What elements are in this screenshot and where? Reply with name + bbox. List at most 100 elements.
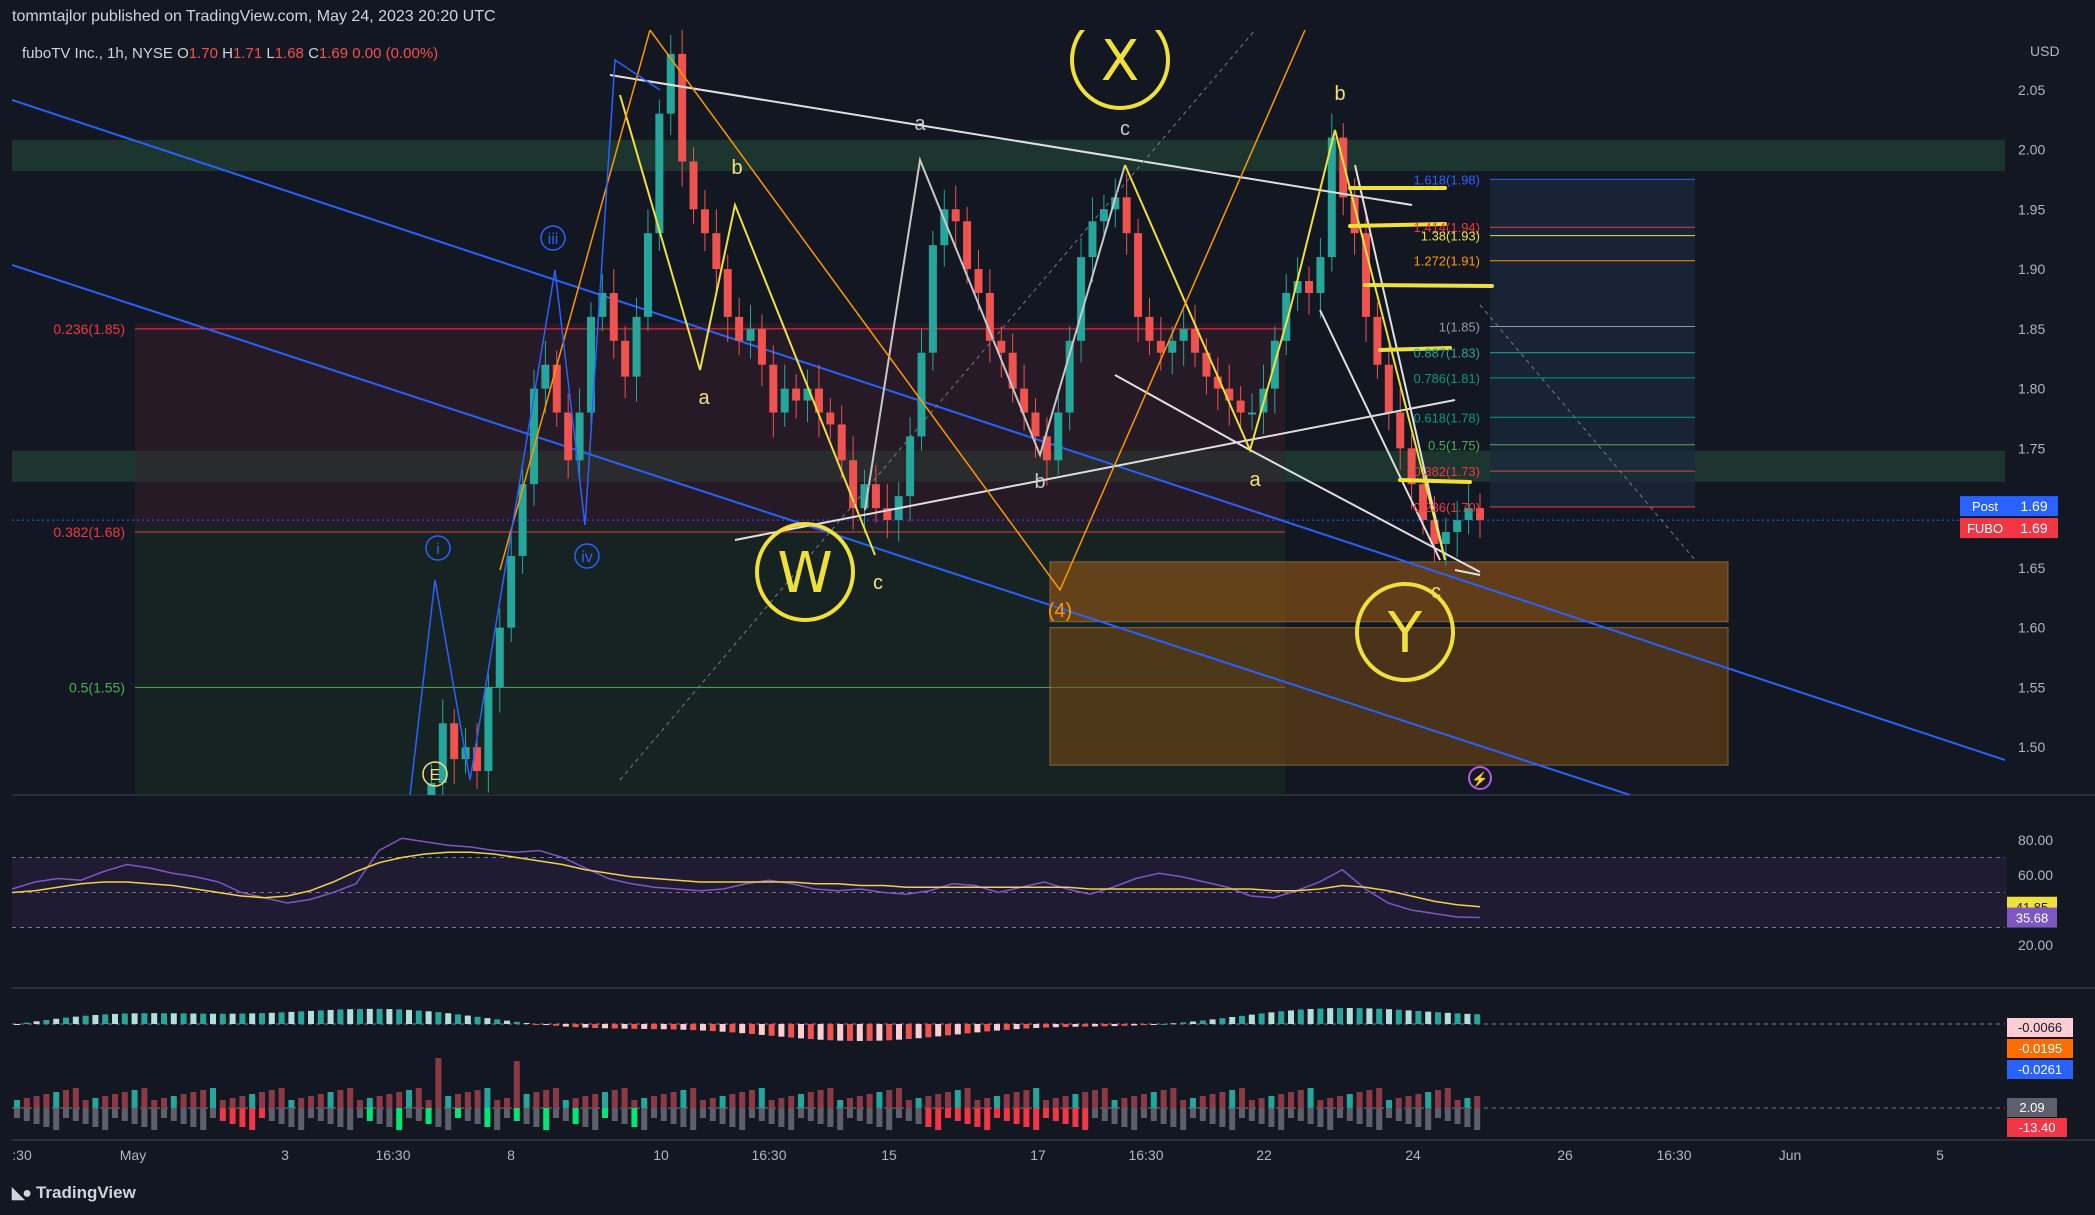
event-icon — [1468, 766, 1492, 790]
candle-body — [1396, 412, 1405, 449]
candle-body — [541, 364, 550, 389]
macd-bar — [523, 1022, 530, 1024]
vol-bar — [543, 1090, 550, 1108]
macd-bar — [337, 1009, 344, 1024]
vol-bar — [523, 1094, 530, 1108]
vol-bar — [1150, 1092, 1157, 1108]
vol-bar — [788, 1108, 795, 1130]
y-tick-label: 1.90 — [2018, 261, 2045, 277]
candle-body — [780, 388, 789, 413]
rsi-band — [12, 857, 2007, 928]
macd-bar — [807, 1024, 814, 1040]
vol-bar — [1327, 1098, 1334, 1108]
vol-bar — [82, 1108, 89, 1124]
vol-bar — [327, 1108, 334, 1124]
vol-bar — [1317, 1108, 1324, 1127]
vol-bar — [1062, 1108, 1069, 1124]
macd-bar — [1386, 1009, 1392, 1024]
vol-bar — [347, 1108, 354, 1130]
candle-body — [1293, 281, 1302, 293]
vol-bar — [641, 1108, 648, 1130]
handwritten-label: X — [1101, 29, 1139, 94]
vol-bar — [278, 1108, 285, 1124]
vol-bar — [827, 1088, 834, 1108]
footer-bar — [0, 1178, 2095, 1215]
macd-bar — [1278, 1011, 1285, 1024]
y-tick-label: 2.05 — [2018, 82, 2045, 98]
vol-bar — [1425, 1092, 1432, 1108]
vol-bar — [308, 1108, 314, 1118]
candle-body — [643, 233, 652, 317]
candle-body — [552, 364, 561, 413]
macd-bar — [798, 1024, 804, 1039]
x-tick-label: :30 — [12, 1147, 32, 1163]
y-tick-label: 1.95 — [2018, 201, 2045, 217]
candle-body — [1407, 448, 1416, 485]
candle-body — [1476, 508, 1484, 521]
vol-bar — [1023, 1090, 1030, 1108]
vol-bar — [690, 1088, 697, 1108]
vol-bar — [435, 1108, 442, 1127]
macd-bar — [1170, 1023, 1177, 1025]
resistance-zone — [12, 139, 2005, 172]
trend-line — [1454, 569, 1481, 576]
vol-bar — [856, 1096, 863, 1108]
vol-bar — [1288, 1108, 1294, 1118]
vol-bar — [151, 1108, 158, 1130]
candle-body — [1453, 520, 1462, 533]
vol-bar — [151, 1100, 158, 1108]
macd-bar — [141, 1013, 148, 1024]
fib-level-label: 0.618(1.78) — [1414, 410, 1481, 425]
currency-label: USD — [2030, 43, 2060, 59]
candle-body — [940, 209, 949, 246]
macd-bar — [1043, 1024, 1049, 1028]
macd-bar — [866, 1024, 873, 1041]
vol-bar — [259, 1092, 265, 1108]
candle-body — [1305, 281, 1314, 293]
macd-bar — [1356, 1008, 1363, 1024]
macd-bar — [896, 1024, 902, 1040]
vol-bar — [455, 1108, 461, 1118]
vol-bar — [1297, 1090, 1304, 1108]
ticker-badge — [2010, 518, 2058, 539]
vol-bar — [425, 1108, 432, 1124]
vol-bar — [1317, 1100, 1324, 1108]
macd-bar — [298, 1011, 305, 1024]
macd-bar — [425, 1011, 432, 1024]
macd-bar — [817, 1024, 824, 1040]
vol-bar — [415, 1108, 422, 1121]
vol-bar — [1033, 1108, 1040, 1130]
macd-bar — [1248, 1014, 1255, 1024]
vol-bar — [768, 1100, 775, 1108]
tradingview-logo[interactable]: ◣● TradingView — [12, 1183, 136, 1203]
candle-body — [860, 484, 869, 509]
vol-badge — [2007, 1118, 2067, 1137]
candle-body — [1327, 137, 1336, 258]
wave-path — [409, 58, 661, 795]
vol-bar — [925, 1096, 932, 1108]
vol-bar — [964, 1088, 971, 1108]
macd-bar — [1346, 1007, 1353, 1024]
wave-path — [499, 30, 651, 571]
macd-bar — [1258, 1013, 1265, 1024]
wave-path — [864, 156, 1126, 511]
vol-bar — [288, 1100, 295, 1108]
vol-bar — [582, 1096, 589, 1108]
candle-body — [416, 831, 424, 855]
vol-bar — [994, 1096, 1000, 1108]
y-tick-label: 2.00 — [2018, 142, 2045, 158]
macd-bar — [602, 1024, 608, 1029]
vol-bar — [1258, 1108, 1265, 1124]
y-tick-label: 1.75 — [2018, 440, 2045, 456]
candle-body — [1122, 197, 1131, 234]
candle-body — [1020, 388, 1029, 413]
macd-bar — [513, 1021, 520, 1024]
trend-line — [609, 74, 1413, 206]
vol-bar — [1013, 1108, 1020, 1124]
vol-bar — [1160, 1090, 1167, 1108]
vol-bar — [396, 1108, 403, 1130]
y-tick-label: 1.85 — [2018, 321, 2045, 337]
fib-level-label: 1.618(1.98) — [1414, 172, 1481, 187]
vol-bar — [641, 1098, 648, 1108]
